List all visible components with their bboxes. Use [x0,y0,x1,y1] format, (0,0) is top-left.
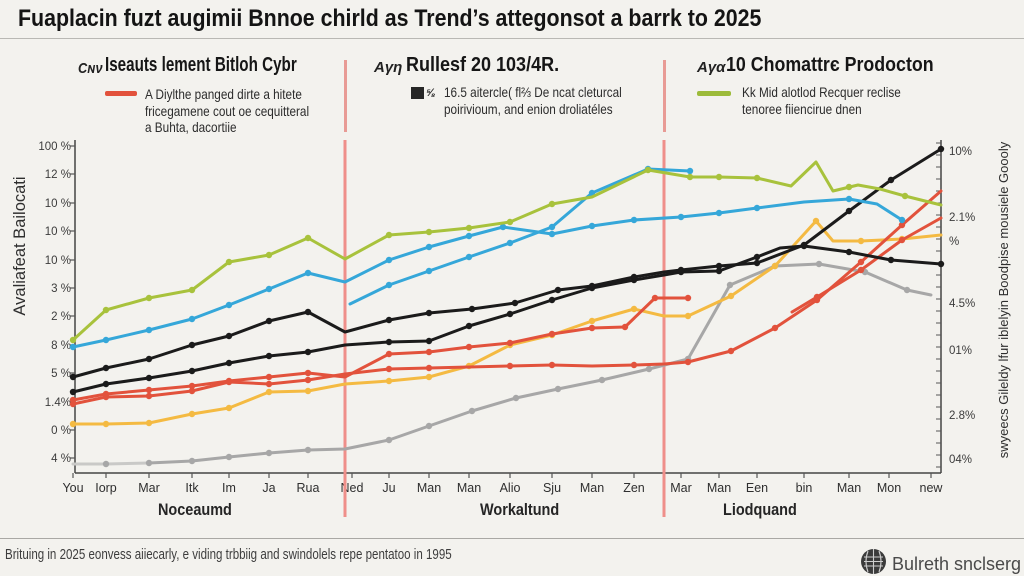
svg-text:Ja: Ja [262,481,275,495]
svg-text:Zen: Zen [623,481,645,495]
svg-text:Een: Een [746,481,768,495]
svg-text:Man: Man [707,481,731,495]
svg-text:3 %: 3 % [51,283,71,295]
svg-text:Man: Man [837,481,861,495]
svg-text:5 %: 5 % [51,368,71,380]
svg-text:Man: Man [457,481,481,495]
svg-text:04%: 04% [949,454,972,466]
svg-text:2 %: 2 % [51,311,71,323]
svg-text:Mon: Mon [877,481,901,495]
svg-text:100 %: 100 % [38,141,71,153]
svg-text:2.8%: 2.8% [949,410,975,422]
svg-text:Man: Man [580,481,604,495]
svg-text:Avaliafeat Bailocati: Avaliafeat Bailocati [11,176,29,315]
svg-text:0 %: 0 % [51,425,71,437]
svg-text:10 %: 10 % [45,255,71,267]
svg-text:Ju: Ju [382,481,395,495]
svg-text:10%: 10% [949,146,972,158]
svg-text:1.4%: 1.4% [45,397,71,409]
svg-text:10 %: 10 % [45,226,71,238]
svg-text:12 %: 12 % [45,169,71,181]
svg-text:Im: Im [222,481,236,495]
svg-text:Iorp: Iorp [95,481,117,495]
svg-text:Sju: Sju [543,481,561,495]
svg-text:4 %: 4 % [51,453,71,465]
svg-text:Itk: Itk [185,481,199,495]
svg-text:Mar: Mar [138,481,160,495]
svg-text:Man: Man [417,481,441,495]
svg-text:bin: bin [796,481,813,495]
svg-text:swyeecs Gileldy lfur iblelyin: swyeecs Gileldy lfur iblelyin Boodpise m… [996,141,1011,458]
svg-text:Mar: Mar [670,481,692,495]
svg-text:4.5%: 4.5% [949,298,975,310]
svg-text:Alio: Alio [500,481,521,495]
svg-text:8 %: 8 % [51,340,71,352]
svg-text:Rua: Rua [297,481,320,495]
svg-text:2.1%: 2.1% [949,212,975,224]
svg-text:01%: 01% [949,345,972,357]
svg-text:You: You [62,481,83,495]
svg-text:10 %: 10 % [45,198,71,210]
svg-text:%: % [949,236,959,248]
svg-text:new: new [920,481,944,495]
